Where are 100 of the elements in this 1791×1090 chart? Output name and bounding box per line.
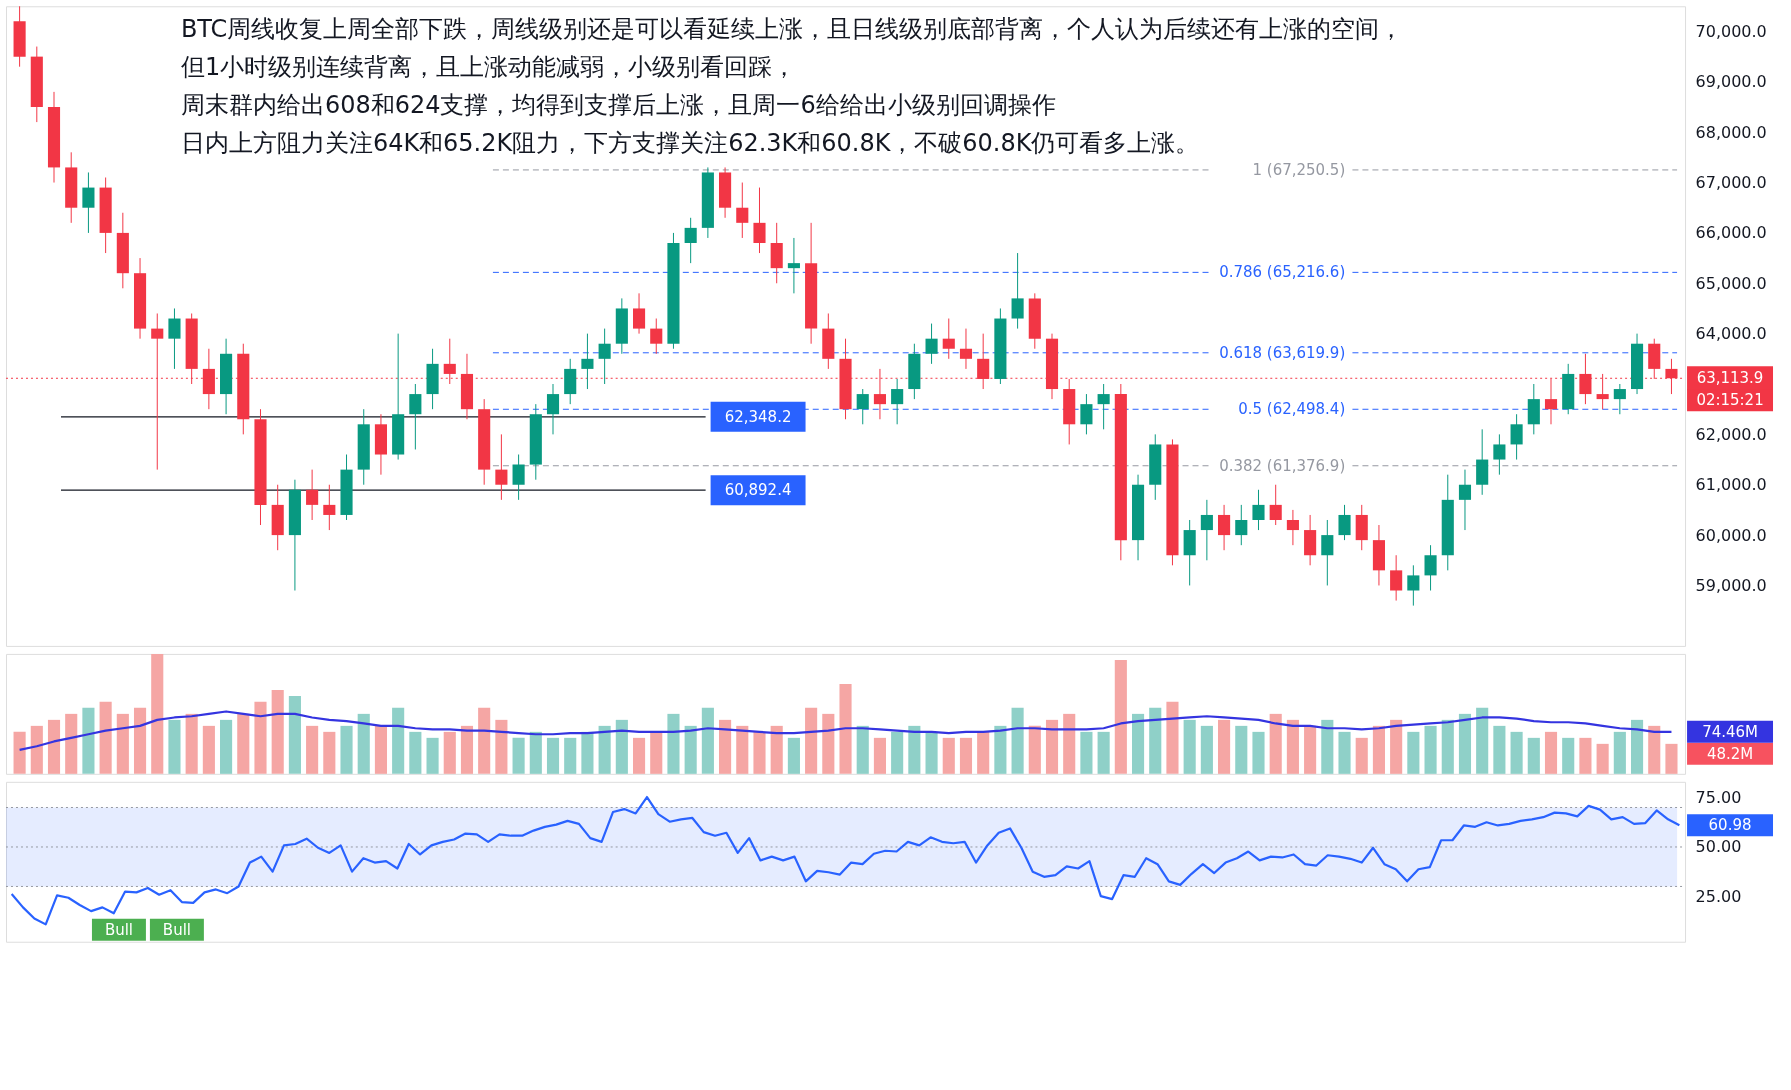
y-tick-label: 68,000.0 bbox=[1695, 122, 1767, 142]
bar bbox=[1235, 725, 1248, 774]
annotation: BTC周线收复上周全部下跌，周线级别还是可以看延续上涨，且日线级别底部背离，个人认为后续还有上涨的空间， bbox=[180, 15, 1404, 44]
bar bbox=[1544, 731, 1558, 774]
bar bbox=[1097, 731, 1110, 774]
bar bbox=[1200, 725, 1213, 774]
bar bbox=[1166, 701, 1179, 774]
bar bbox=[667, 713, 680, 774]
candlestick bbox=[753, 187, 766, 254]
text: 48.2M bbox=[1706, 744, 1754, 763]
candlestick bbox=[1080, 393, 1093, 435]
bar bbox=[581, 731, 594, 774]
bar bbox=[237, 713, 250, 774]
bar bbox=[13, 731, 26, 774]
candlestick bbox=[323, 484, 336, 531]
bar bbox=[1562, 737, 1575, 774]
y-tick-label: 61,000.0 bbox=[1695, 475, 1767, 495]
bar bbox=[1286, 719, 1299, 774]
candlestick bbox=[1407, 564, 1420, 607]
candlestick bbox=[1424, 544, 1437, 591]
bar bbox=[151, 653, 164, 774]
candlestick bbox=[891, 378, 904, 425]
bar bbox=[1407, 731, 1420, 774]
bar bbox=[615, 719, 628, 774]
candlestick bbox=[632, 292, 646, 335]
candlestick bbox=[1510, 413, 1523, 461]
bar bbox=[1321, 719, 1334, 774]
bar bbox=[1338, 731, 1351, 774]
bar bbox=[805, 707, 818, 774]
bar bbox=[1252, 731, 1265, 774]
bar bbox=[288, 695, 301, 774]
candlestick bbox=[306, 469, 319, 521]
bar bbox=[632, 737, 646, 774]
bar bbox=[254, 701, 267, 774]
y-tick-label: 70,000.0 bbox=[1695, 21, 1767, 41]
ref-line-label: 0.786 (65,216.6) bbox=[1219, 263, 1346, 282]
bar bbox=[598, 725, 611, 774]
candlestick bbox=[1200, 499, 1213, 561]
ref-line-label: 60,892.4 bbox=[724, 481, 792, 500]
y-tick-label: 60,000.0 bbox=[1695, 525, 1767, 545]
ref-line-label: 0.5 (62,498.4) bbox=[1238, 400, 1346, 419]
y-tick-label: 75.00 bbox=[1695, 788, 1742, 808]
bar bbox=[891, 731, 904, 774]
bar bbox=[495, 719, 508, 774]
ref-line-label: 62,348.2 bbox=[724, 407, 792, 426]
candlestick bbox=[1321, 519, 1334, 586]
candlestick bbox=[1097, 383, 1110, 430]
bar bbox=[1613, 731, 1626, 774]
candlestick bbox=[1613, 383, 1626, 415]
candlestick bbox=[959, 328, 973, 370]
candlestick bbox=[684, 217, 697, 264]
bar bbox=[133, 707, 147, 774]
annotation: Bull bbox=[162, 920, 191, 939]
bar bbox=[856, 725, 869, 774]
candlestick bbox=[546, 383, 560, 435]
candlestick bbox=[598, 328, 611, 385]
bar bbox=[116, 713, 129, 774]
bar bbox=[512, 737, 525, 774]
bar bbox=[47, 719, 61, 774]
bar bbox=[426, 737, 439, 774]
y-tick-label: 69,000.0 bbox=[1695, 72, 1767, 92]
bar bbox=[1218, 719, 1231, 774]
candlestick bbox=[925, 323, 938, 365]
bar bbox=[977, 731, 990, 774]
candlestick bbox=[82, 171, 95, 234]
y-tick-label: 67,000.0 bbox=[1695, 173, 1767, 193]
y-tick-label: 66,000.0 bbox=[1695, 223, 1767, 243]
y-tick-label: 25.00 bbox=[1695, 886, 1742, 906]
text: 74.46M bbox=[1702, 722, 1758, 741]
bar bbox=[1424, 725, 1437, 774]
bar bbox=[1304, 725, 1317, 774]
bar bbox=[1458, 713, 1472, 774]
bar bbox=[994, 725, 1007, 774]
bar bbox=[220, 719, 233, 774]
bar bbox=[30, 725, 43, 774]
bar bbox=[1183, 719, 1196, 774]
bar bbox=[1441, 719, 1454, 774]
candlestick bbox=[1493, 433, 1506, 476]
candlestick bbox=[1252, 489, 1265, 531]
candlestick bbox=[1218, 504, 1231, 551]
bar bbox=[684, 725, 697, 774]
candlestick bbox=[1286, 509, 1299, 546]
bar bbox=[736, 725, 749, 774]
bar bbox=[529, 731, 542, 774]
bar bbox=[1045, 719, 1059, 774]
bar bbox=[82, 707, 95, 774]
candlestick bbox=[581, 333, 594, 390]
ref-line-label: 0.382 (61,376.9) bbox=[1219, 456, 1346, 475]
bar bbox=[719, 719, 732, 774]
bar bbox=[546, 737, 560, 774]
candlestick bbox=[1458, 469, 1472, 531]
bar bbox=[1114, 659, 1127, 774]
bar bbox=[873, 737, 886, 774]
bar bbox=[185, 713, 198, 774]
candlestick bbox=[1235, 504, 1248, 546]
annotation: 日内上方阻力关注64K和65.2K阻力，下方支撑关注62.3K和60.8K，不破60.8K仍可看多上涨。 bbox=[180, 129, 1200, 158]
bar bbox=[306, 725, 319, 774]
bar bbox=[99, 701, 112, 774]
bar bbox=[1011, 707, 1024, 774]
bar bbox=[202, 725, 215, 774]
